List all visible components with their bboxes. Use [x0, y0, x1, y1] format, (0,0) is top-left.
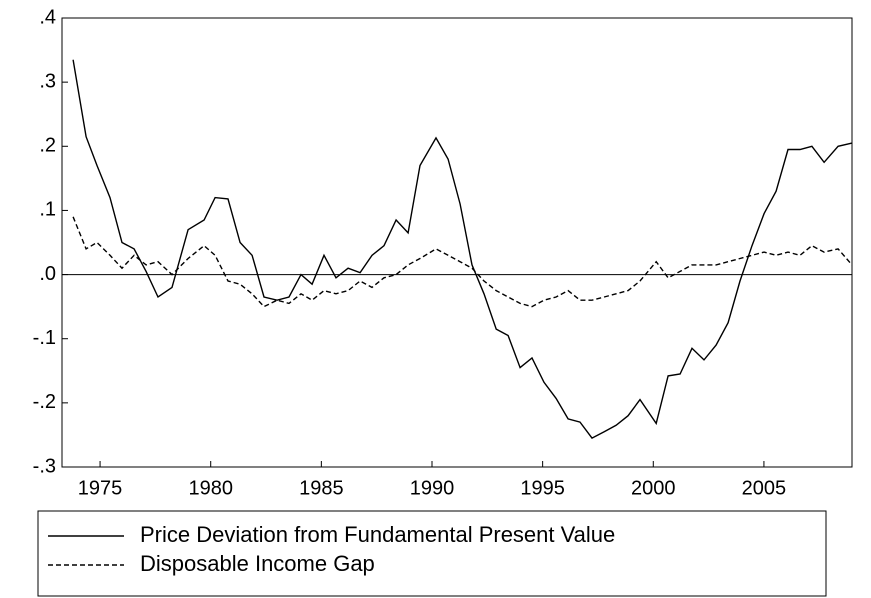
y-tick-label: .1: [39, 199, 56, 221]
x-tick-label: 1990: [410, 477, 455, 499]
x-tick-label: 2000: [631, 477, 676, 499]
y-tick-label: -.3: [33, 455, 56, 477]
y-tick-label: .3: [39, 70, 56, 92]
y-tick-label: .2: [39, 135, 56, 157]
legend-box: [37, 510, 827, 597]
x-tick-label: 1985: [299, 477, 344, 499]
legend-label: Price Deviation from Fundamental Present…: [140, 522, 615, 547]
plot-frame: [61, 17, 853, 468]
x-tick-label: 1975: [78, 477, 123, 499]
series-line: [72, 59, 853, 439]
x-tick-label: 2005: [742, 477, 787, 499]
legend-label: Disposable Income Gap: [140, 551, 375, 576]
series-line: [72, 216, 853, 308]
y-tick-label: -.2: [33, 391, 56, 413]
y-tick-label: .4: [39, 6, 56, 28]
y-tick-label: -.1: [33, 327, 56, 349]
x-tick-label: 1995: [520, 477, 565, 499]
y-tick-label: .0: [39, 263, 56, 285]
x-tick-label: 1980: [188, 477, 233, 499]
